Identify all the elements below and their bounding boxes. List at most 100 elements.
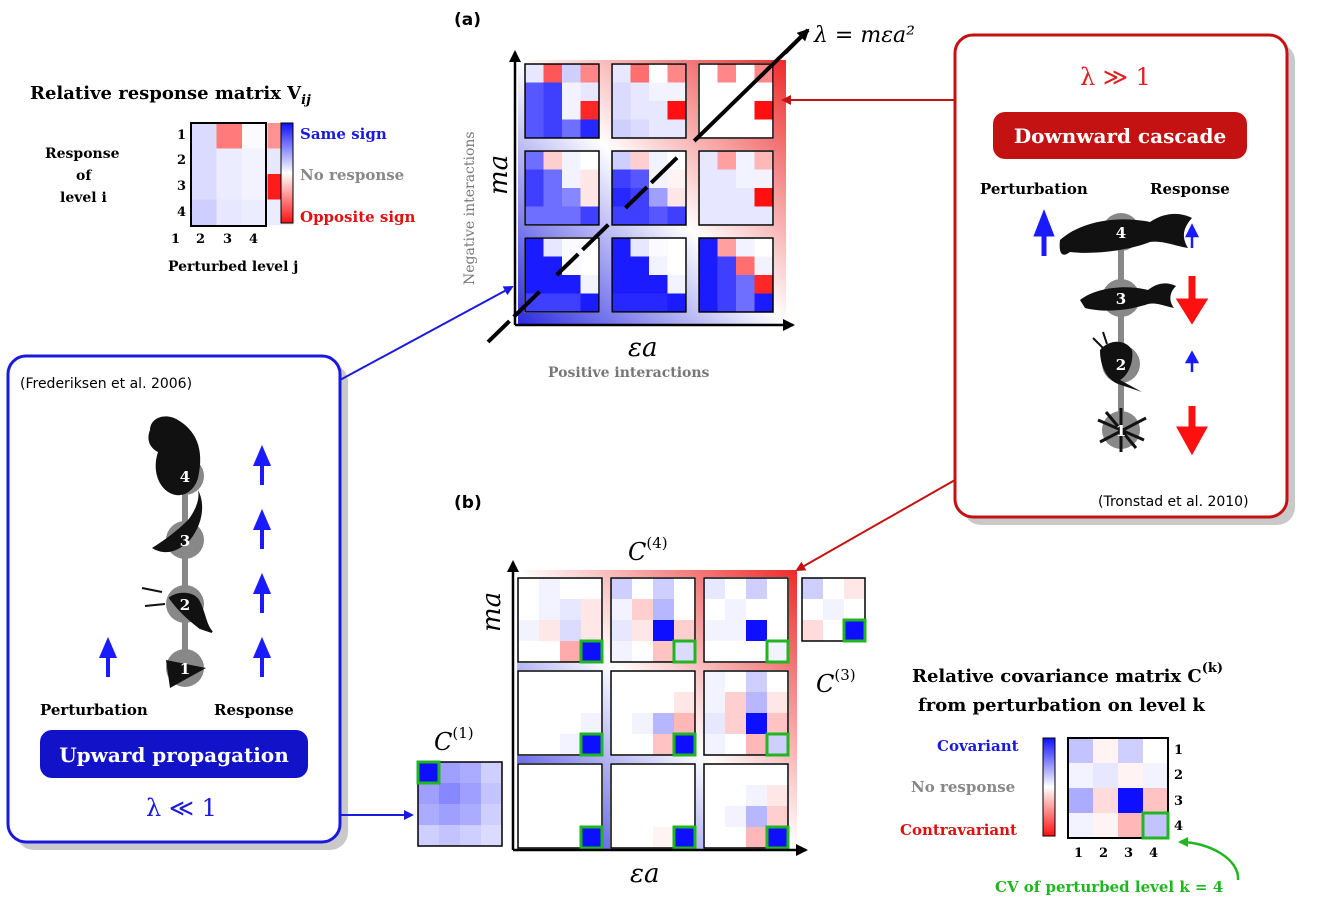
opposite-sign-label: Opposite sign (300, 208, 416, 226)
panel-a-submatrix-cell (717, 275, 737, 294)
level-label: 2 (180, 596, 190, 614)
panel-a-submatrix-cell (630, 151, 650, 170)
response-up-arrow-icon (1184, 350, 1200, 372)
panel-a-submatrix-cell (543, 101, 563, 120)
panel-a-submatrix-cell (667, 169, 687, 189)
panel-b-submatrix-cell (560, 578, 582, 600)
panel-b-submatrix-cell (632, 671, 654, 693)
panel-b-submatrix-cell (653, 578, 675, 600)
row-tick: 2 (1174, 768, 1183, 783)
c1-matrix (416, 760, 503, 847)
panel-b-submatrix-cell (539, 785, 561, 807)
panel-a-submatrix-cell (649, 82, 668, 102)
panel-a-submatrix-cell (649, 101, 668, 120)
panel-b-submatrix-cell (539, 827, 561, 849)
panel-b-submatrix-cell (767, 827, 789, 849)
panel-b-submatrix-cell (581, 671, 603, 693)
panel-b-submatrix-cell (767, 692, 789, 714)
panel-b-submatrix-cell (725, 785, 747, 807)
panel-a-submatrix-cell (562, 206, 581, 226)
cv-note-arrow (1178, 837, 1240, 881)
downward-citation: (Tronstad et al. 2010) (1098, 494, 1249, 510)
panel-b-submatrix-cell (746, 599, 768, 621)
cov-matrix-cell (1143, 738, 1169, 764)
cov-legend-title-1: Relative covariance matrix C(k) (912, 661, 1223, 687)
panel-b-submatrix-cell (560, 599, 582, 621)
panel-a-x-desc: Positive interactions (548, 365, 710, 381)
panel-a-submatrix-cell (667, 64, 687, 83)
panel-a-submatrix-cell (525, 101, 544, 120)
panel-b-submatrix-cell (611, 827, 633, 849)
panel-b-submatrix-cell (674, 620, 696, 642)
panel-b-submatrix-cell (674, 806, 696, 828)
panel-a-submatrix-cell (649, 169, 668, 189)
panel-a-submatrix-cell (580, 275, 600, 294)
panel-b-submatrix-cell (581, 578, 603, 600)
upward-lambda: λ ≪ 1 (146, 794, 217, 822)
upward-propagation-button (40, 730, 308, 778)
panel-b-submatrix-frame (703, 670, 789, 756)
panel-a-submatrix-cell (543, 188, 563, 207)
panel-a-submatrix-cell (649, 275, 668, 294)
panel-b-submatrix-cell (518, 806, 540, 828)
panel-a-submatrix-cell (699, 293, 718, 313)
panel-a-submatrix-cell (717, 188, 737, 207)
red-arrow-to-panel-b (795, 479, 956, 571)
panel-a-submatrix-cell (736, 275, 755, 294)
response-matrix-cell (242, 148, 268, 175)
panel-a-submatrix-cell (525, 169, 544, 189)
panel-b-submatrix-cell (611, 734, 633, 756)
panel-a-submatrix-frame (524, 150, 600, 226)
panel-b-submatrix-cell (539, 806, 561, 828)
panel-a-submatrix-cell (580, 101, 600, 120)
row-tick: 3 (1174, 794, 1183, 809)
panel-b-submatrix-cell (518, 734, 540, 756)
panel-b-submatrix-cell (581, 734, 603, 756)
panel-a-submatrix-cell (667, 293, 687, 313)
c3-matrix-frame (801, 577, 866, 642)
panel-b-submatrix-cell (653, 764, 675, 786)
panel-b-submatrix-cell (746, 806, 768, 828)
c1-matrix-cell (460, 825, 482, 847)
lambda-arrow (783, 28, 810, 55)
panel-a-submatrix-cell (649, 119, 668, 139)
panel-b-submatrix-cell (704, 692, 726, 714)
panel-a-submatrix-cell (736, 119, 755, 139)
cov-no-response-label: No response (911, 778, 1015, 796)
panel-a-submatrix-cell (699, 82, 718, 102)
panel-b-submatrix-cell (674, 785, 696, 807)
panel-a-submatrix-cell (736, 188, 755, 207)
response-matrix-cell (191, 123, 217, 149)
panel-a-submatrix-cell (736, 151, 755, 170)
panel-a-submatrix-cell (543, 169, 563, 189)
panel-a-submatrix-cell (543, 293, 563, 313)
panel-a-submatrix-cell (543, 206, 563, 226)
panel-a-submatrix-cell (562, 188, 581, 207)
downward-response-label: Response (1150, 180, 1230, 198)
panel-a-submatrix-cell (580, 256, 600, 276)
response-matrix-cell (216, 199, 243, 226)
panel-a-submatrix-cell (580, 119, 600, 139)
panel-b-submatrix-cell (632, 713, 654, 735)
panel-b-submatrix-frame (703, 763, 789, 849)
cov-matrix-cell (1093, 813, 1119, 839)
response-down-arrow-icon (1175, 276, 1209, 325)
panel-a-submatrix-cell (754, 238, 774, 257)
panel-b-submatrix-cell (632, 734, 654, 756)
upward-propagation-label: Upward propagation (59, 743, 289, 767)
panel-a-submatrix-cell (754, 293, 774, 313)
panel-b-submatrix-frame (517, 670, 603, 756)
panel-b-submatrix-cell (611, 785, 633, 807)
c4-label: C(4) (628, 534, 668, 566)
panel-b-submatrix-cell (560, 764, 582, 786)
panel-b-submatrix-cell (518, 671, 540, 693)
same-sign-label: Same sign (300, 125, 387, 143)
panel-b-submatrix-cell (539, 620, 561, 642)
panel-a-submatrix-cell (667, 119, 687, 139)
panel-a-submatrix-cell (699, 275, 718, 294)
panel-b-submatrix-cell (674, 671, 696, 693)
panel-b-submatrix-cell (560, 641, 582, 663)
panel-b-submatrix-cell (611, 620, 633, 642)
c3-matrix-cell (823, 599, 845, 621)
